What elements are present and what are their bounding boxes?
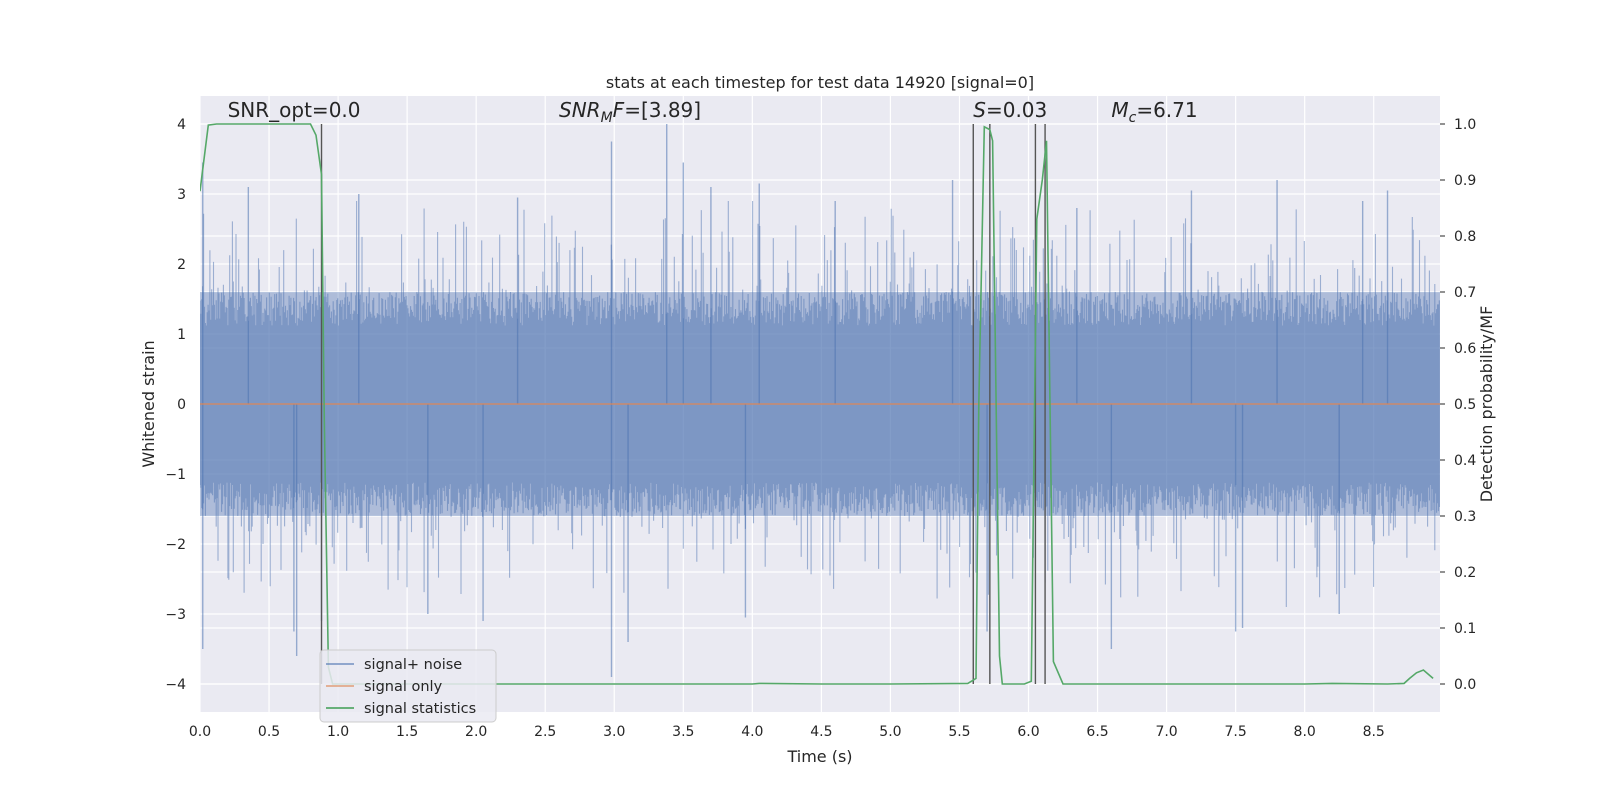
x-tick-label: 6.5: [1086, 724, 1108, 740]
x-tick-label: 2.5: [534, 724, 556, 740]
annotation-part: c: [1129, 110, 1137, 126]
annotation-part: M: [601, 110, 613, 126]
y-tick-label: 4: [177, 117, 186, 133]
y-tick-label: −3: [165, 607, 186, 623]
x-tick-label: 8.0: [1294, 724, 1316, 740]
series-signal-statistics: [200, 123, 1434, 685]
y-tick-label: −4: [165, 677, 186, 693]
x-axis-label: Time (s): [786, 747, 852, 766]
ticks: 0.0 0.5 1.0 1.5 2.0 2.5 3.0 3.5 4.0 4.5 5.0 5.5 6.0 6…: [165, 117, 1476, 740]
y-right-tick-label: 0.7: [1454, 285, 1476, 301]
y-tick-label: 3: [177, 187, 186, 203]
y-right-tick-label: 0.4: [1454, 453, 1476, 469]
legend-box: [319, 649, 497, 723]
y-right-tick-label: 0.0: [1454, 677, 1476, 693]
y-tick-label: 0: [177, 397, 186, 413]
x-tick-label: 7.5: [1225, 724, 1247, 740]
x-tick-label: 5.5: [948, 724, 970, 740]
y-right-tick-label: 0.3: [1454, 509, 1476, 525]
legend: signal+ noise signal only signal statistic…: [319, 649, 497, 723]
y-tick-label: −1: [165, 467, 186, 483]
x-tick-label: 2.0: [465, 724, 487, 740]
x-tick-label: 5.0: [879, 724, 901, 740]
annotation-part: S: [973, 98, 986, 122]
annotation: S=0.03: [973, 98, 1047, 122]
y-axis-label: Whitened strain: [139, 340, 158, 467]
annotation: Mc=6.71: [1111, 98, 1197, 126]
legend-label: signal+ noise: [364, 657, 462, 673]
x-tick-label: 1.5: [396, 724, 418, 740]
x-tick-label: 4.5: [810, 724, 832, 740]
y-right-tick-label: 0.1: [1454, 621, 1476, 637]
y-right-tick-label: 0.2: [1454, 565, 1476, 581]
chart-title: stats at each timestep for test data 149…: [606, 73, 1034, 92]
y-tick-label: −2: [165, 537, 186, 553]
annotation-part: =6.71: [1136, 98, 1197, 122]
annotation-part: =[3.89]: [624, 98, 701, 122]
annotation: SNRMF=[3.89]: [559, 98, 701, 126]
annotation-part: M: [1111, 98, 1128, 122]
y-tick-label: 1: [177, 327, 186, 343]
x-tick-label: 1.0: [327, 724, 349, 740]
y-right-tick-label: 0.8: [1454, 229, 1476, 245]
series-layer: [200, 123, 1440, 685]
x-tick-label: 4.0: [741, 724, 763, 740]
y-right-tick-label: 0.5: [1454, 397, 1476, 413]
x-tick-label: 3.5: [672, 724, 694, 740]
x-tick-label: 0.0: [189, 724, 211, 740]
annotations: SNR_opt=0.0 SNRMF=[3.89] S=0.03 Mc=6.71: [228, 98, 1198, 126]
y-right-tick-label: 0.9: [1454, 173, 1476, 189]
annotation: SNR_opt=0.0: [228, 98, 361, 122]
legend-label: signal statistics: [364, 701, 476, 717]
annotation-part: SNR: [559, 98, 601, 122]
x-tick-label: 3.0: [603, 724, 625, 740]
x-tick-label: 0.5: [258, 724, 280, 740]
y-axis-label-right: Detection probability/MF: [1477, 306, 1496, 503]
x-tick-label: 6.0: [1017, 724, 1039, 740]
annotation-part: F: [613, 98, 625, 122]
x-tick-label: 7.0: [1155, 724, 1177, 740]
y-right-tick-label: 0.6: [1454, 341, 1476, 357]
y-tick-label: 2: [177, 257, 186, 273]
legend-label: signal only: [364, 679, 443, 695]
annotation-part: =0.03: [986, 98, 1047, 122]
x-tick-label: 8.5: [1363, 724, 1385, 740]
y-right-tick-label: 1.0: [1454, 117, 1476, 133]
